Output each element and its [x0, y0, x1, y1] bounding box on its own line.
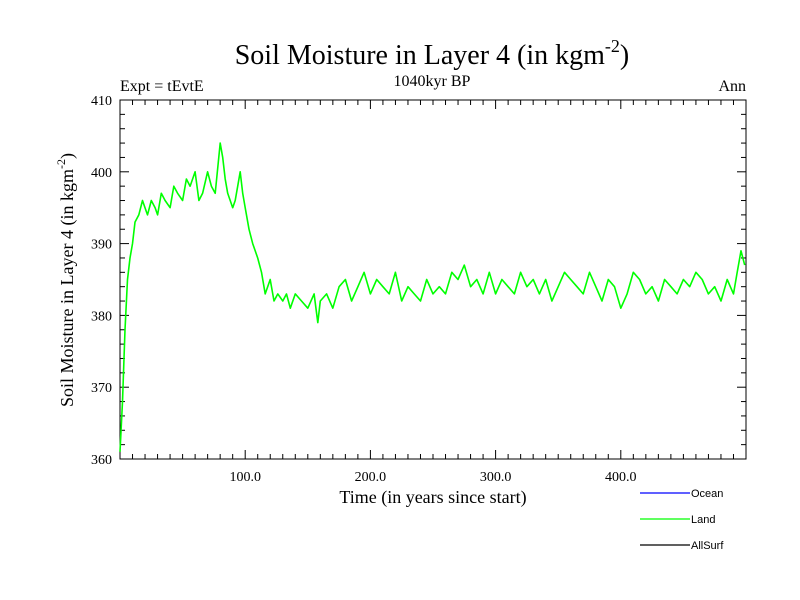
subtitle-right: Ann	[718, 78, 746, 95]
legend-label-land: Land	[691, 514, 715, 526]
y-tick-label: 370	[91, 381, 112, 396]
ylabel-main-text: Soil Moisture in Layer 4 (in kgm	[57, 169, 78, 407]
ylabel-superscript: -2	[54, 159, 68, 169]
y-tick-label: 400	[91, 166, 112, 181]
title-main-text: Soil Moisture in Layer 4 (in kgm	[235, 40, 605, 71]
plot-frame	[119, 99, 747, 460]
chart-title: Soil Moisture in Layer 4 (in kgm-2)	[235, 36, 630, 71]
x-tick-label: 200.0	[355, 470, 387, 485]
legend-label-ocean: Ocean	[691, 488, 723, 500]
x-tick-label: 100.0	[229, 470, 261, 485]
y-tick-label: 410	[91, 94, 112, 109]
subtitle-left: Expt = tEvtE	[120, 78, 204, 95]
subtitle-center: 1040kyr BP	[394, 73, 471, 90]
y-axis-label: Soil Moisture in Layer 4 (in kgm-2)	[54, 153, 78, 407]
x-axis-label: Time (in years since start)	[339, 487, 526, 508]
axis-ticks: 100.0 200.0 300.0 400.0 360 370 380 390 400 410	[91, 94, 746, 485]
x-tick-label: 400.0	[605, 470, 637, 485]
title-close-paren: )	[620, 40, 629, 71]
title-superscript: -2	[605, 36, 620, 56]
y-tick-label: 380	[91, 309, 112, 324]
series-group	[119, 142, 746, 452]
ylabel-close-paren: )	[57, 153, 78, 159]
legend-label-allsurf: AllSurf	[691, 540, 724, 552]
y-tick-label: 390	[91, 238, 112, 253]
legend: Ocean Land AllSurf	[640, 488, 724, 552]
series-line-land	[119, 142, 746, 452]
y-tick-label: 360	[91, 453, 112, 468]
x-tick-label: 300.0	[480, 470, 512, 485]
